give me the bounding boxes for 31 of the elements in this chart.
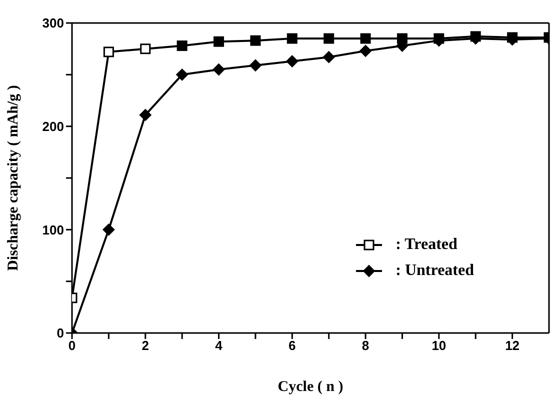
point (286, 55, 298, 68)
x-tick-label: 8 (362, 338, 370, 354)
point (214, 36, 224, 47)
x-tick-label: 0 (68, 338, 76, 354)
point (140, 44, 151, 54)
y-tick-label: 100 (42, 222, 64, 238)
x-tick-label: 10 (432, 338, 446, 354)
point (103, 46, 114, 58)
point (322, 51, 335, 64)
x-tick-label: 6 (288, 338, 296, 354)
y-tick-label: 300 (42, 16, 64, 31)
point (286, 33, 298, 44)
legend-label: : Untreated (396, 262, 474, 280)
point (102, 224, 115, 236)
x-tick-label: 2 (142, 338, 149, 354)
point (176, 40, 188, 51)
point (360, 44, 372, 57)
point (324, 33, 334, 44)
x-tick-label: 12 (505, 338, 520, 354)
point (212, 64, 225, 76)
y-tick-label: 200 (42, 118, 64, 134)
point (176, 68, 188, 81)
point (250, 35, 261, 46)
legend-label: : Treated (396, 236, 458, 254)
y-axis-title: Discharge capacity ( mAh/g ) (5, 85, 22, 271)
x-axis-title: Cycle ( n ) (278, 379, 344, 395)
point (249, 59, 262, 72)
point (360, 33, 371, 44)
x-tick-label: 4 (215, 338, 224, 354)
point (139, 108, 152, 121)
y-tick-label: 0 (56, 326, 64, 341)
